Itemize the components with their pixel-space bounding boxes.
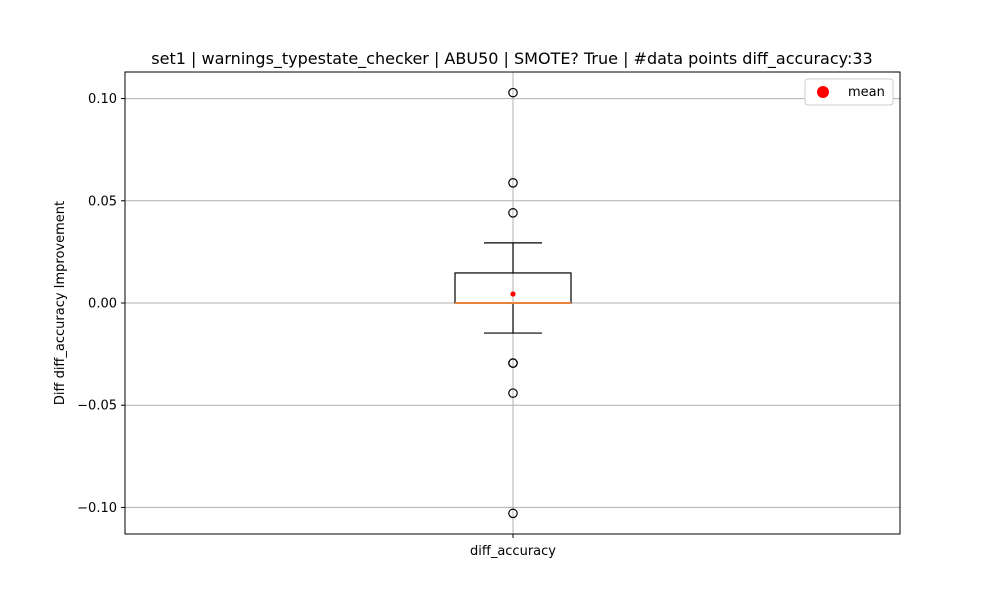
- y-axis-label: Diff diff_accuracy Improvement: [53, 201, 68, 405]
- legend-box: [804, 78, 894, 106]
- y-axis: 0.10 0.05 0.00 −0.05 −0.10: [77, 92, 125, 516]
- outlier-point: [508, 388, 518, 398]
- legend[interactable]: mean: [804, 78, 894, 106]
- y-tick-label: 0.00: [88, 297, 117, 312]
- chart-title: set1 | warnings_typestate_checker | ABU5…: [151, 49, 872, 69]
- x-axis: diff_accuracy: [470, 534, 556, 559]
- outlier-point: [508, 87, 518, 98]
- plot-area: [454, 87, 572, 519]
- y-tick-label: 0.10: [88, 92, 117, 107]
- x-tick-label: diff_accuracy: [470, 544, 556, 559]
- outlier-point: [508, 177, 518, 188]
- outlier-point: [508, 358, 518, 368]
- y-tick-label: −0.05: [77, 399, 117, 414]
- mean-point: [510, 291, 516, 297]
- outlier-point: [508, 208, 518, 218]
- y-tick-label: −0.10: [77, 501, 117, 516]
- outlier-point: [508, 508, 518, 519]
- y-tick-label: 0.05: [88, 194, 117, 209]
- legend-mean-marker: [817, 86, 829, 98]
- legend-label-mean: mean: [848, 85, 885, 100]
